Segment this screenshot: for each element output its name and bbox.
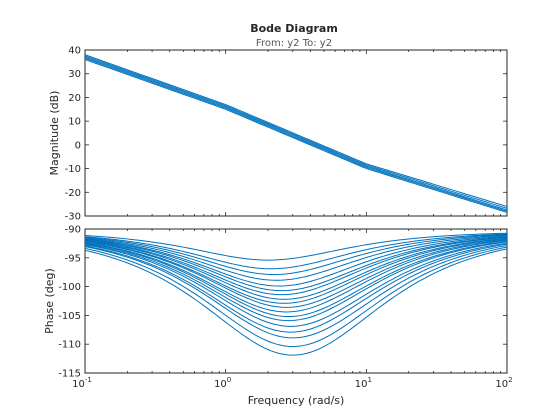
y-tick-label: 20 xyxy=(68,93,81,104)
phase-trace xyxy=(84,248,508,356)
phase-trace xyxy=(84,234,508,281)
y-tick-label: 0 xyxy=(75,140,81,151)
magnitude-ticks: -30 -20 -10 0 10 20 30 40 xyxy=(65,46,508,223)
phase-trace xyxy=(84,232,508,261)
y-tick-label: -115 xyxy=(58,369,81,380)
magnitude-panel: -30 -20 -10 0 10 20 30 40 Magnitude (dB) xyxy=(48,46,508,223)
y-tick-label: -20 xyxy=(65,188,81,199)
phase-trace xyxy=(84,236,508,296)
phase-trace xyxy=(84,240,508,318)
phase-trace xyxy=(84,239,508,308)
y-tick-label: 40 xyxy=(68,46,81,57)
magnitude-traces xyxy=(84,54,508,213)
magnitude-trace xyxy=(84,56,508,211)
phase-trace xyxy=(84,238,508,304)
phase-trace xyxy=(84,237,508,300)
phase-trace xyxy=(84,243,508,333)
phase-trace xyxy=(84,234,508,276)
y-tick-label: -95 xyxy=(65,253,81,264)
phase-trace xyxy=(84,242,508,327)
phase-ticks: -115 -110 -105 -100 -95 -90 xyxy=(58,225,508,380)
phase-trace xyxy=(84,233,508,270)
magnitude-trace xyxy=(84,55,508,209)
y-tick-label: 10 xyxy=(68,117,81,128)
x-tick-label: 10-1 xyxy=(72,376,92,390)
phase-panel: -115 -110 -105 -100 -95 -90 Phase (deg) xyxy=(43,225,508,380)
phase-trace xyxy=(84,236,508,292)
y-tick-label: -105 xyxy=(58,311,81,322)
x-tick-label: 102 xyxy=(495,376,512,390)
phase-trace xyxy=(84,244,508,339)
phase-trace xyxy=(84,241,508,322)
magnitude-ylabel: Magnitude (dB) xyxy=(48,91,61,176)
x-tick-label: 100 xyxy=(214,376,231,390)
frequency-ticklabels: 10-1 100 101 102 xyxy=(72,376,512,390)
x-tick-label: 101 xyxy=(355,376,372,390)
y-tick-label: -100 xyxy=(58,282,81,293)
magnitude-trace xyxy=(84,57,508,212)
magnitude-trace xyxy=(84,59,508,213)
chart-title: Bode Diagram xyxy=(250,22,338,35)
y-tick-label: 30 xyxy=(68,69,81,80)
y-tick-label: -10 xyxy=(65,164,81,175)
y-tick-label: -90 xyxy=(65,225,81,236)
phase-ylabel: Phase (deg) xyxy=(43,268,56,334)
magnitude-trace xyxy=(84,54,508,207)
phase-trace xyxy=(84,246,508,348)
y-tick-label: -30 xyxy=(65,212,81,223)
phase-traces xyxy=(84,232,508,356)
chart-subtitle: From: y2 To: y2 xyxy=(256,38,332,49)
phase-trace xyxy=(84,239,508,313)
y-tick-label: -110 xyxy=(58,340,81,351)
frequency-xlabel: Frequency (rad/s) xyxy=(248,394,345,407)
phase-trace xyxy=(84,235,508,287)
